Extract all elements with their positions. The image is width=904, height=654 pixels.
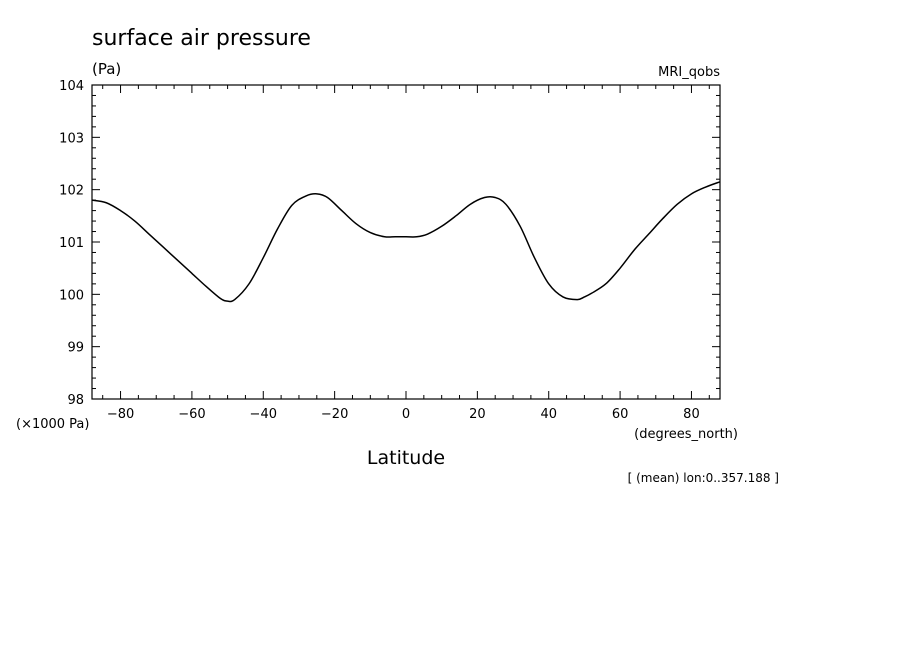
x-units-label: (degrees_north) [634, 427, 738, 442]
y-tick-label: 101 [59, 236, 84, 251]
y-tick-label: 99 [67, 341, 84, 356]
x-tick-label: −40 [250, 407, 277, 422]
plot-frame [91, 84, 721, 400]
series-line [91, 181, 721, 303]
chart-title: surface air pressure [92, 26, 311, 51]
dataset-label: MRI_qobs [658, 65, 720, 80]
x-tick-label: −60 [178, 407, 205, 422]
y-tick-label: 104 [59, 79, 84, 94]
y-tick-label: 103 [59, 131, 84, 146]
x-axis-title: Latitude [367, 447, 445, 469]
axis-tick-labels: −80 −60 −40 −20 0 20 40 60 80 98 99 100 101 102 103 104 [59, 79, 700, 422]
x-tick-label: 20 [469, 407, 486, 422]
y-tick-label: 100 [59, 288, 84, 303]
axis-ticks [92, 84, 720, 400]
y-tick-label: 98 [67, 393, 84, 408]
x-tick-label: 0 [402, 407, 410, 422]
y-tick-label: 102 [59, 184, 84, 199]
footnote: [ (mean) lon:0..357.188 ] [628, 471, 779, 485]
x-tick-label: −20 [321, 407, 348, 422]
x-tick-label: 40 [540, 407, 557, 422]
y-scale-label: (×1000 Pa) [16, 417, 89, 432]
x-tick-label: 80 [683, 407, 700, 422]
x-tick-label: 60 [612, 407, 629, 422]
units-label: (Pa) [92, 60, 121, 78]
x-tick-label: −80 [107, 407, 134, 422]
